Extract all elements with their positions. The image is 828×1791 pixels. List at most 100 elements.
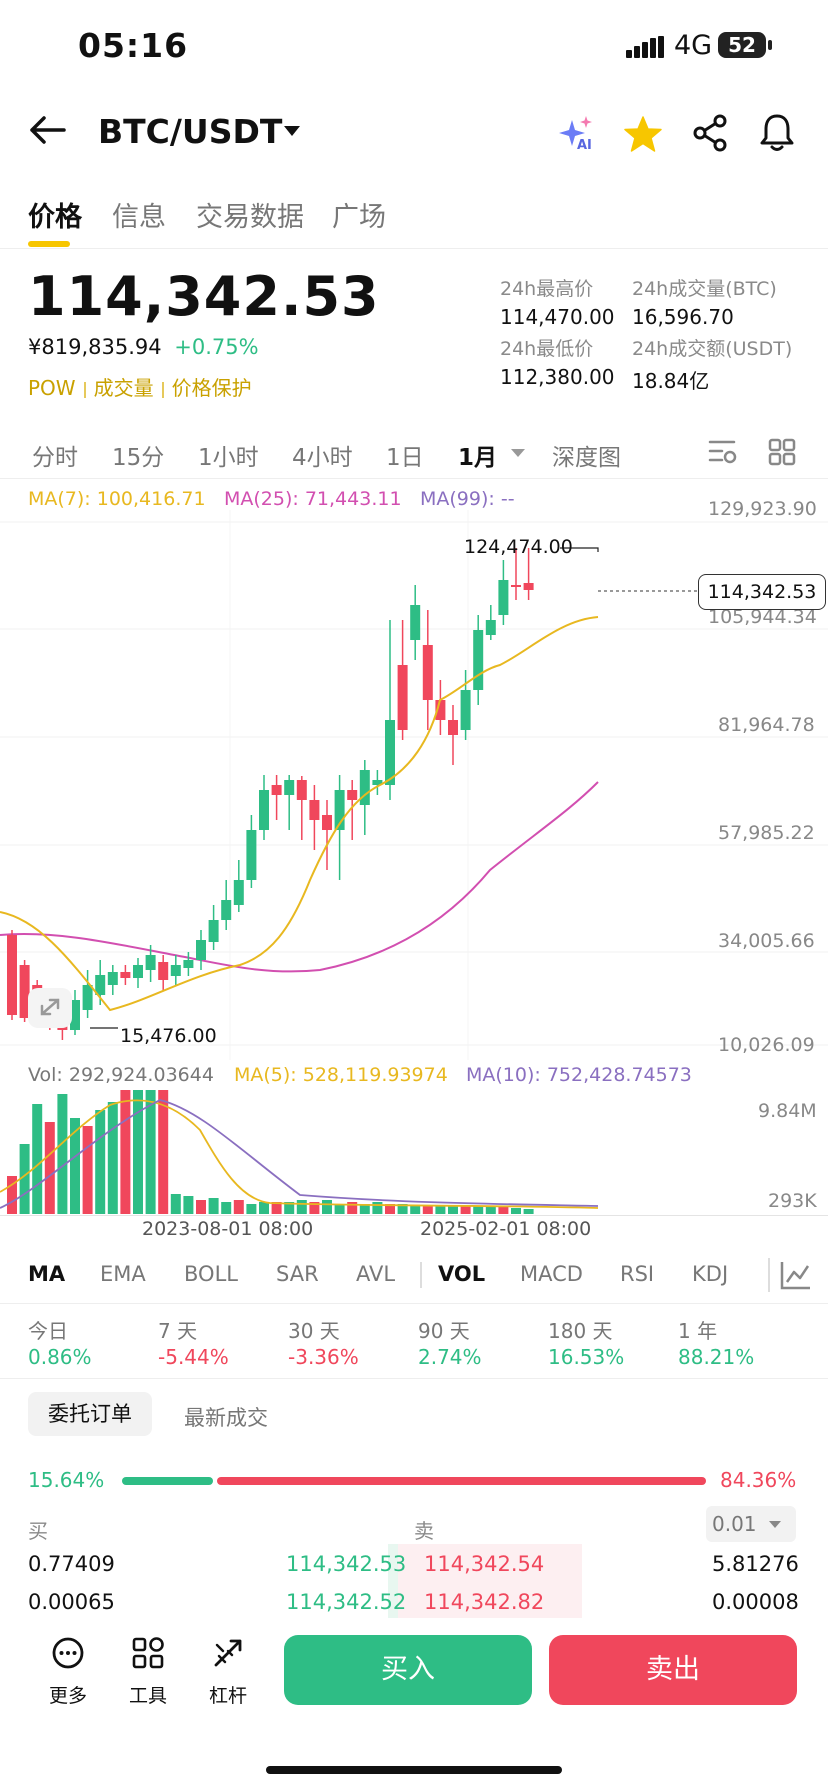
home-indicator [266,1766,562,1774]
y-label: 34,005.66 [718,930,815,952]
back-arrow-icon[interactable] [30,116,66,144]
tab-info[interactable]: 信息 [112,202,166,233]
precision-select[interactable]: 0.01 [706,1506,796,1542]
x-axis-label: 2023-08-01 08:00 [142,1218,314,1240]
candle-body [410,605,421,640]
interval-1M[interactable]: 1月 [458,445,498,471]
indicator-boll[interactable]: BOLL [184,1262,238,1286]
volume-chart[interactable] [0,1090,828,1216]
buy-button[interactable]: 买入 [284,1635,532,1705]
indicator-ma[interactable]: MA [28,1262,66,1286]
candle-body [133,965,143,978]
favorite-star-icon[interactable] [624,116,662,152]
indicator-settings-icon[interactable] [780,1260,812,1290]
indicator-vol[interactable]: VOL [438,1262,486,1286]
volume-bar [385,1204,395,1214]
volume-bar [460,1206,471,1214]
interval-1d[interactable]: 1日 [386,445,424,471]
share-icon[interactable] [692,114,728,152]
current-price-tag: 114,342.53 [698,574,826,610]
tab-trade-data[interactable]: 交易数据 [196,202,304,233]
indicator-kdj[interactable]: KDJ [692,1262,729,1286]
indicator-macd[interactable]: MACD [520,1262,583,1286]
bid-price[interactable]: 114,342.53 [286,1552,407,1576]
tab-price[interactable]: 价格 [28,202,82,233]
indicator-avl[interactable]: AVL [356,1262,396,1286]
tools-icon [132,1637,164,1669]
ai-sparkle-icon[interactable]: AI [556,114,596,156]
perf-value: 16.53% [548,1345,625,1369]
perf-label: 1 年 [678,1319,718,1343]
tab-order-book[interactable]: 委托订单 [28,1392,152,1436]
candlestick-chart[interactable] [0,505,828,1065]
ask-price[interactable]: 114,342.54 [424,1552,545,1576]
leverage-icon [214,1639,242,1667]
volume-ma10-line [0,1099,599,1209]
volume-bar [7,1176,17,1214]
y-label: 105,944.34 [708,606,817,628]
interval-timeshare[interactable]: 分时 [32,445,78,471]
bell-icon[interactable] [760,112,794,152]
volume-bar [57,1094,68,1214]
interval-more-chevron-icon[interactable] [510,448,526,458]
leverage-button[interactable]: 杠杆 [204,1636,252,1708]
tag-pow[interactable]: POW [28,376,76,400]
volume-bar [296,1200,307,1214]
volume-bar [221,1202,232,1214]
candle-body [183,960,194,968]
interval-4h[interactable]: 4小时 [292,445,353,471]
divider [0,1378,828,1379]
stat-vol-btc: 24h成交量(BTC) 16,596.70 [632,278,777,329]
chevron-down-icon[interactable] [282,124,302,138]
divider [0,1215,828,1216]
indicator-sar[interactable]: SAR [276,1262,319,1286]
pair-title[interactable]: BTC/USDT [98,112,283,151]
indicator-rsi[interactable]: RSI [620,1262,655,1286]
candle-body [473,630,484,690]
expand-chart-icon[interactable] [28,988,72,1028]
candle-body [107,972,118,985]
tab-latest-trades[interactable]: 最新成交 [184,1406,268,1430]
candle-body [498,580,509,615]
candle-body [82,985,93,1010]
sell-button[interactable]: 卖出 [549,1635,797,1705]
chart-settings-icon[interactable] [708,438,738,466]
tag-volume[interactable]: 成交量 [93,376,154,400]
divider [0,1303,828,1304]
volume-bar [511,1208,521,1214]
tag-price-protect[interactable]: 价格保护 [171,376,252,400]
stat-high: 24h最高价 114,470.00 [500,278,615,329]
stat-low: 24h最低价 112,380.00 [500,338,615,389]
ask-price[interactable]: 114,342.82 [424,1590,545,1614]
layout-grid-icon[interactable] [768,438,796,466]
volume-bar [44,1122,55,1214]
volume-bar [183,1196,194,1214]
more-button[interactable]: 更多 [44,1636,92,1708]
perf-value: 2.74% [418,1345,482,1369]
x-axis-label: 2025-02-01 08:00 [420,1218,592,1240]
volume-bar [246,1204,257,1214]
vol-legend: Vol: 292,924.03644 [28,1064,214,1086]
interval-depth[interactable]: 深度图 [552,445,621,471]
y-label: 81,964.78 [718,714,815,736]
ask-depth-shade [398,1544,582,1618]
volume-bar [372,1202,383,1214]
candle-body [422,645,433,700]
volume-bar [334,1204,345,1214]
candle-body [435,700,446,720]
tab-square[interactable]: 广场 [332,202,386,233]
candle-body [334,790,345,830]
tools-button[interactable]: 工具 [124,1636,172,1708]
vol-y-label: 293K [768,1190,817,1212]
interval-15m[interactable]: 15分 [112,445,165,471]
low-marker-label: 15,476.00 [120,1025,217,1047]
interval-1h[interactable]: 1小时 [198,445,259,471]
status-bar: 05:16 4G 52 [0,0,828,90]
bid-price[interactable]: 114,342.52 [286,1590,407,1614]
candle-body [7,935,17,1015]
sell-ratio: 84.36% [720,1468,797,1492]
volume-bar [95,1110,106,1214]
network-type: 4G [674,30,713,61]
candle-body [347,790,358,800]
indicator-ema[interactable]: EMA [100,1262,146,1286]
